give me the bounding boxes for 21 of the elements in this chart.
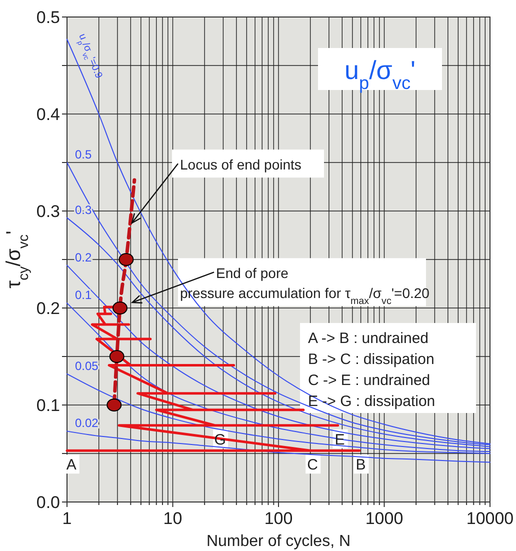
y-tick-label: 0.4	[36, 105, 60, 124]
y-tick-label: 0.2	[36, 299, 60, 318]
series-label: 0.1	[75, 288, 92, 302]
x-tick-label: 10	[163, 509, 182, 528]
annotation: A -> B : undrained B -> C : dissipation C -> E : undrained E -> G : dissipation	[308, 330, 436, 410]
y-tick-label: 0.0	[36, 493, 60, 512]
annotation: B	[356, 456, 366, 474]
series-label: 0.05	[75, 358, 99, 373]
x-tick-label: 1000	[365, 509, 404, 528]
x-axis-title: Number of cycles, N	[206, 533, 351, 550]
y-tick-label: 0.1	[36, 396, 60, 415]
annotation: A	[66, 456, 76, 474]
series-label: 0.5	[75, 148, 92, 162]
x-tick-label: 10000	[466, 509, 514, 528]
y-tick-label: 0.3	[36, 202, 60, 221]
annotation: Locus of end points	[180, 156, 302, 173]
text: u$_{p}$/σ$_{vc}$'	[344, 55, 416, 93]
y-tick-label: 0.5	[36, 8, 60, 27]
series-label: 0.02	[75, 416, 99, 430]
x-tick-label: 1	[62, 509, 72, 528]
x-tick-label: 100	[264, 509, 293, 528]
